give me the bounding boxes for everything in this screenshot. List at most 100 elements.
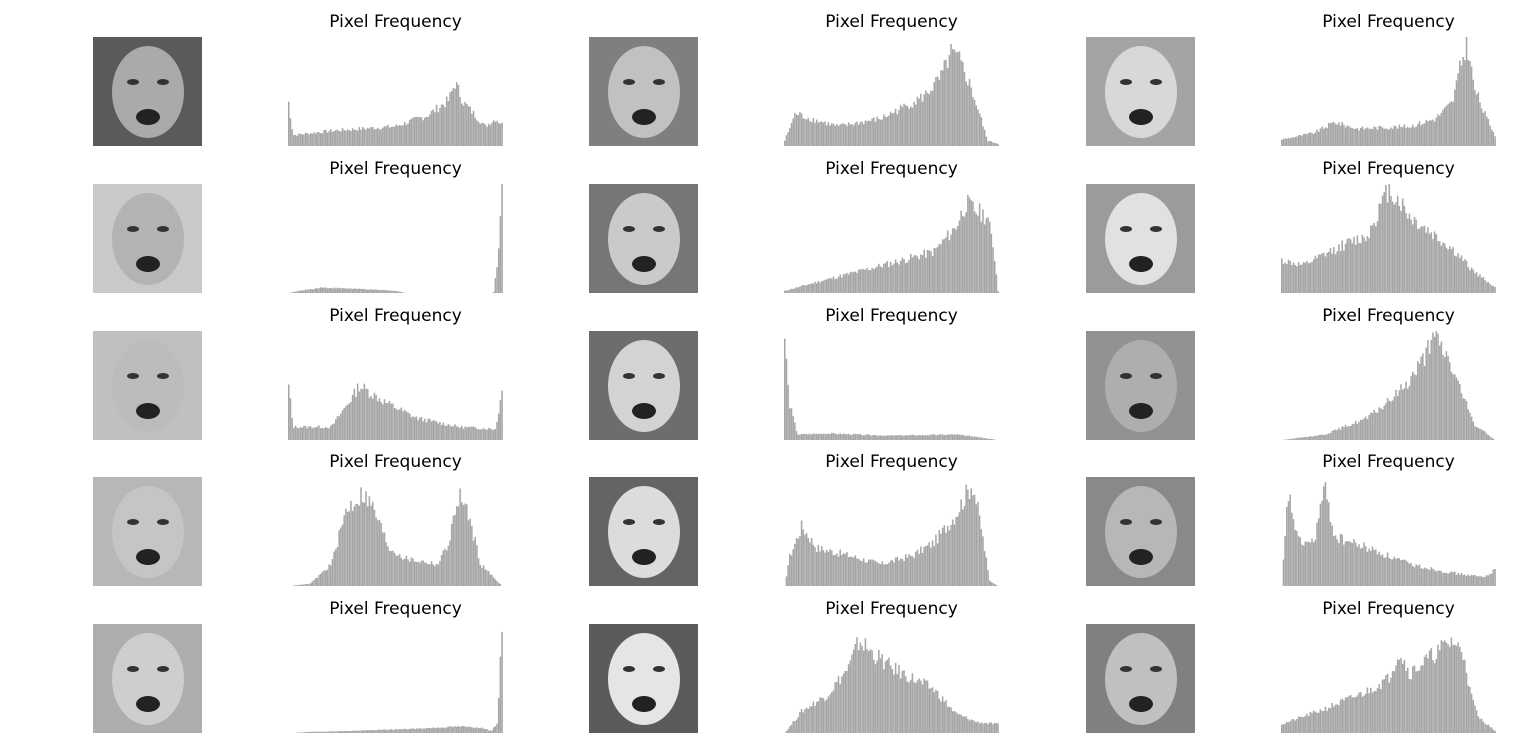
histogram-bar: [975, 504, 978, 586]
face-image-5: [589, 184, 698, 293]
histogram-bar: [957, 225, 959, 293]
histogram-bar: [1418, 121, 1421, 146]
histogram-bar: [893, 562, 895, 586]
histogram-bar: [491, 429, 493, 440]
histogram-bar: [894, 662, 897, 733]
histogram-bar: [1457, 642, 1459, 733]
histogram-bar: [455, 506, 458, 586]
histogram-bar: [415, 116, 418, 146]
histogram-bar: [982, 437, 984, 440]
histogram-bar: [1438, 241, 1441, 293]
histogram-bar: [1489, 125, 1491, 146]
histogram-bar: [1400, 210, 1402, 293]
histogram-bar: [1306, 437, 1308, 440]
histogram-bar: [928, 688, 930, 733]
histogram-bar: [1388, 400, 1391, 440]
histogram-bar: [1380, 408, 1382, 440]
histogram-bar: [301, 732, 303, 733]
histogram-bar: [1460, 652, 1463, 733]
histogram-bar: [918, 678, 920, 733]
histogram-bar: [501, 122, 503, 146]
histogram-bar: [1307, 541, 1310, 586]
histogram-bar: [1311, 538, 1313, 586]
histogram-bar: [1410, 219, 1412, 293]
histogram-bar: [1356, 423, 1359, 440]
histogram-bar: [1470, 416, 1473, 440]
histogram-bar: [1351, 424, 1354, 440]
histogram-bar: [1412, 666, 1414, 733]
histogram-bar: [789, 726, 791, 733]
histogram-bar: [1460, 572, 1463, 586]
histogram-bar: [1344, 424, 1347, 440]
histogram-bar: [358, 730, 361, 733]
histogram-bar: [1459, 257, 1461, 293]
histogram-bar: [1284, 723, 1286, 733]
histogram-bar: [398, 729, 401, 733]
histogram-bar: [1410, 127, 1412, 146]
histogram-bar: [494, 121, 497, 146]
histogram-bar: [938, 530, 941, 586]
histogram-bar: [299, 584, 302, 586]
histogram-bar: [341, 410, 344, 440]
histogram-bar: [926, 435, 929, 440]
histogram-bar: [878, 435, 880, 440]
histogram-bar: [1375, 412, 1377, 440]
histogram-bar: [820, 546, 823, 586]
histogram-bar: [1413, 567, 1416, 586]
histogram-bar: [819, 697, 821, 733]
histogram-bar: [1326, 128, 1328, 146]
histogram-bar: [303, 426, 305, 440]
histogram-bar: [869, 270, 872, 293]
histogram-bar: [370, 126, 372, 146]
histogram-bar: [345, 130, 347, 146]
histogram-bar: [784, 338, 786, 440]
histogram-bar: [861, 561, 863, 586]
histogram-bar: [1368, 238, 1370, 293]
histogram-bar: [1390, 196, 1392, 293]
histogram-bar: [387, 290, 389, 293]
histogram-bar: [291, 292, 293, 293]
histogram-bar: [1378, 407, 1380, 440]
histogram-bar: [1314, 711, 1317, 733]
histogram-bar: [481, 429, 483, 440]
histogram-bar: [420, 417, 423, 440]
histogram-bar: [1464, 659, 1466, 733]
histogram-bar: [467, 106, 470, 146]
histogram-bar: [1422, 665, 1424, 733]
histogram-bar: [1474, 273, 1476, 293]
histogram-bar: [318, 288, 320, 293]
histogram-bar: [1418, 670, 1421, 733]
histogram-bar: [407, 412, 409, 440]
histogram-bar: [387, 546, 389, 586]
histogram-bar: [968, 197, 971, 293]
histogram-bar: [356, 288, 359, 293]
histogram-bar: [856, 637, 858, 733]
histogram-bar: [1343, 700, 1345, 733]
histogram-bar: [926, 92, 929, 146]
histogram-bar: [923, 547, 925, 586]
histogram-bar: [1353, 237, 1355, 293]
histogram-bar: [408, 728, 411, 733]
histogram-bar: [1450, 637, 1453, 733]
histogram-bar: [815, 283, 818, 293]
histogram-bar: [888, 562, 890, 586]
histogram-bar: [402, 292, 404, 293]
histogram-bar: [851, 271, 853, 293]
histogram-bar: [318, 731, 320, 733]
histogram-bar: [867, 270, 870, 293]
histogram-bar: [847, 664, 850, 733]
histogram-bar: [452, 515, 455, 586]
histogram-bar: [1289, 721, 1291, 733]
histogram-bar: [1450, 571, 1453, 586]
histogram-bar: [491, 122, 493, 146]
histogram-bar: [893, 112, 895, 146]
histogram-12: [1281, 477, 1496, 586]
histogram-bar: [1371, 546, 1374, 586]
histogram-bar: [1353, 697, 1355, 733]
histogram-bar: [417, 561, 419, 586]
histogram-bar: [484, 124, 487, 146]
histogram-bar: [1405, 670, 1407, 733]
histogram-bar: [1447, 644, 1449, 733]
histogram-bar: [1489, 726, 1491, 733]
face-image-7: [93, 331, 202, 440]
